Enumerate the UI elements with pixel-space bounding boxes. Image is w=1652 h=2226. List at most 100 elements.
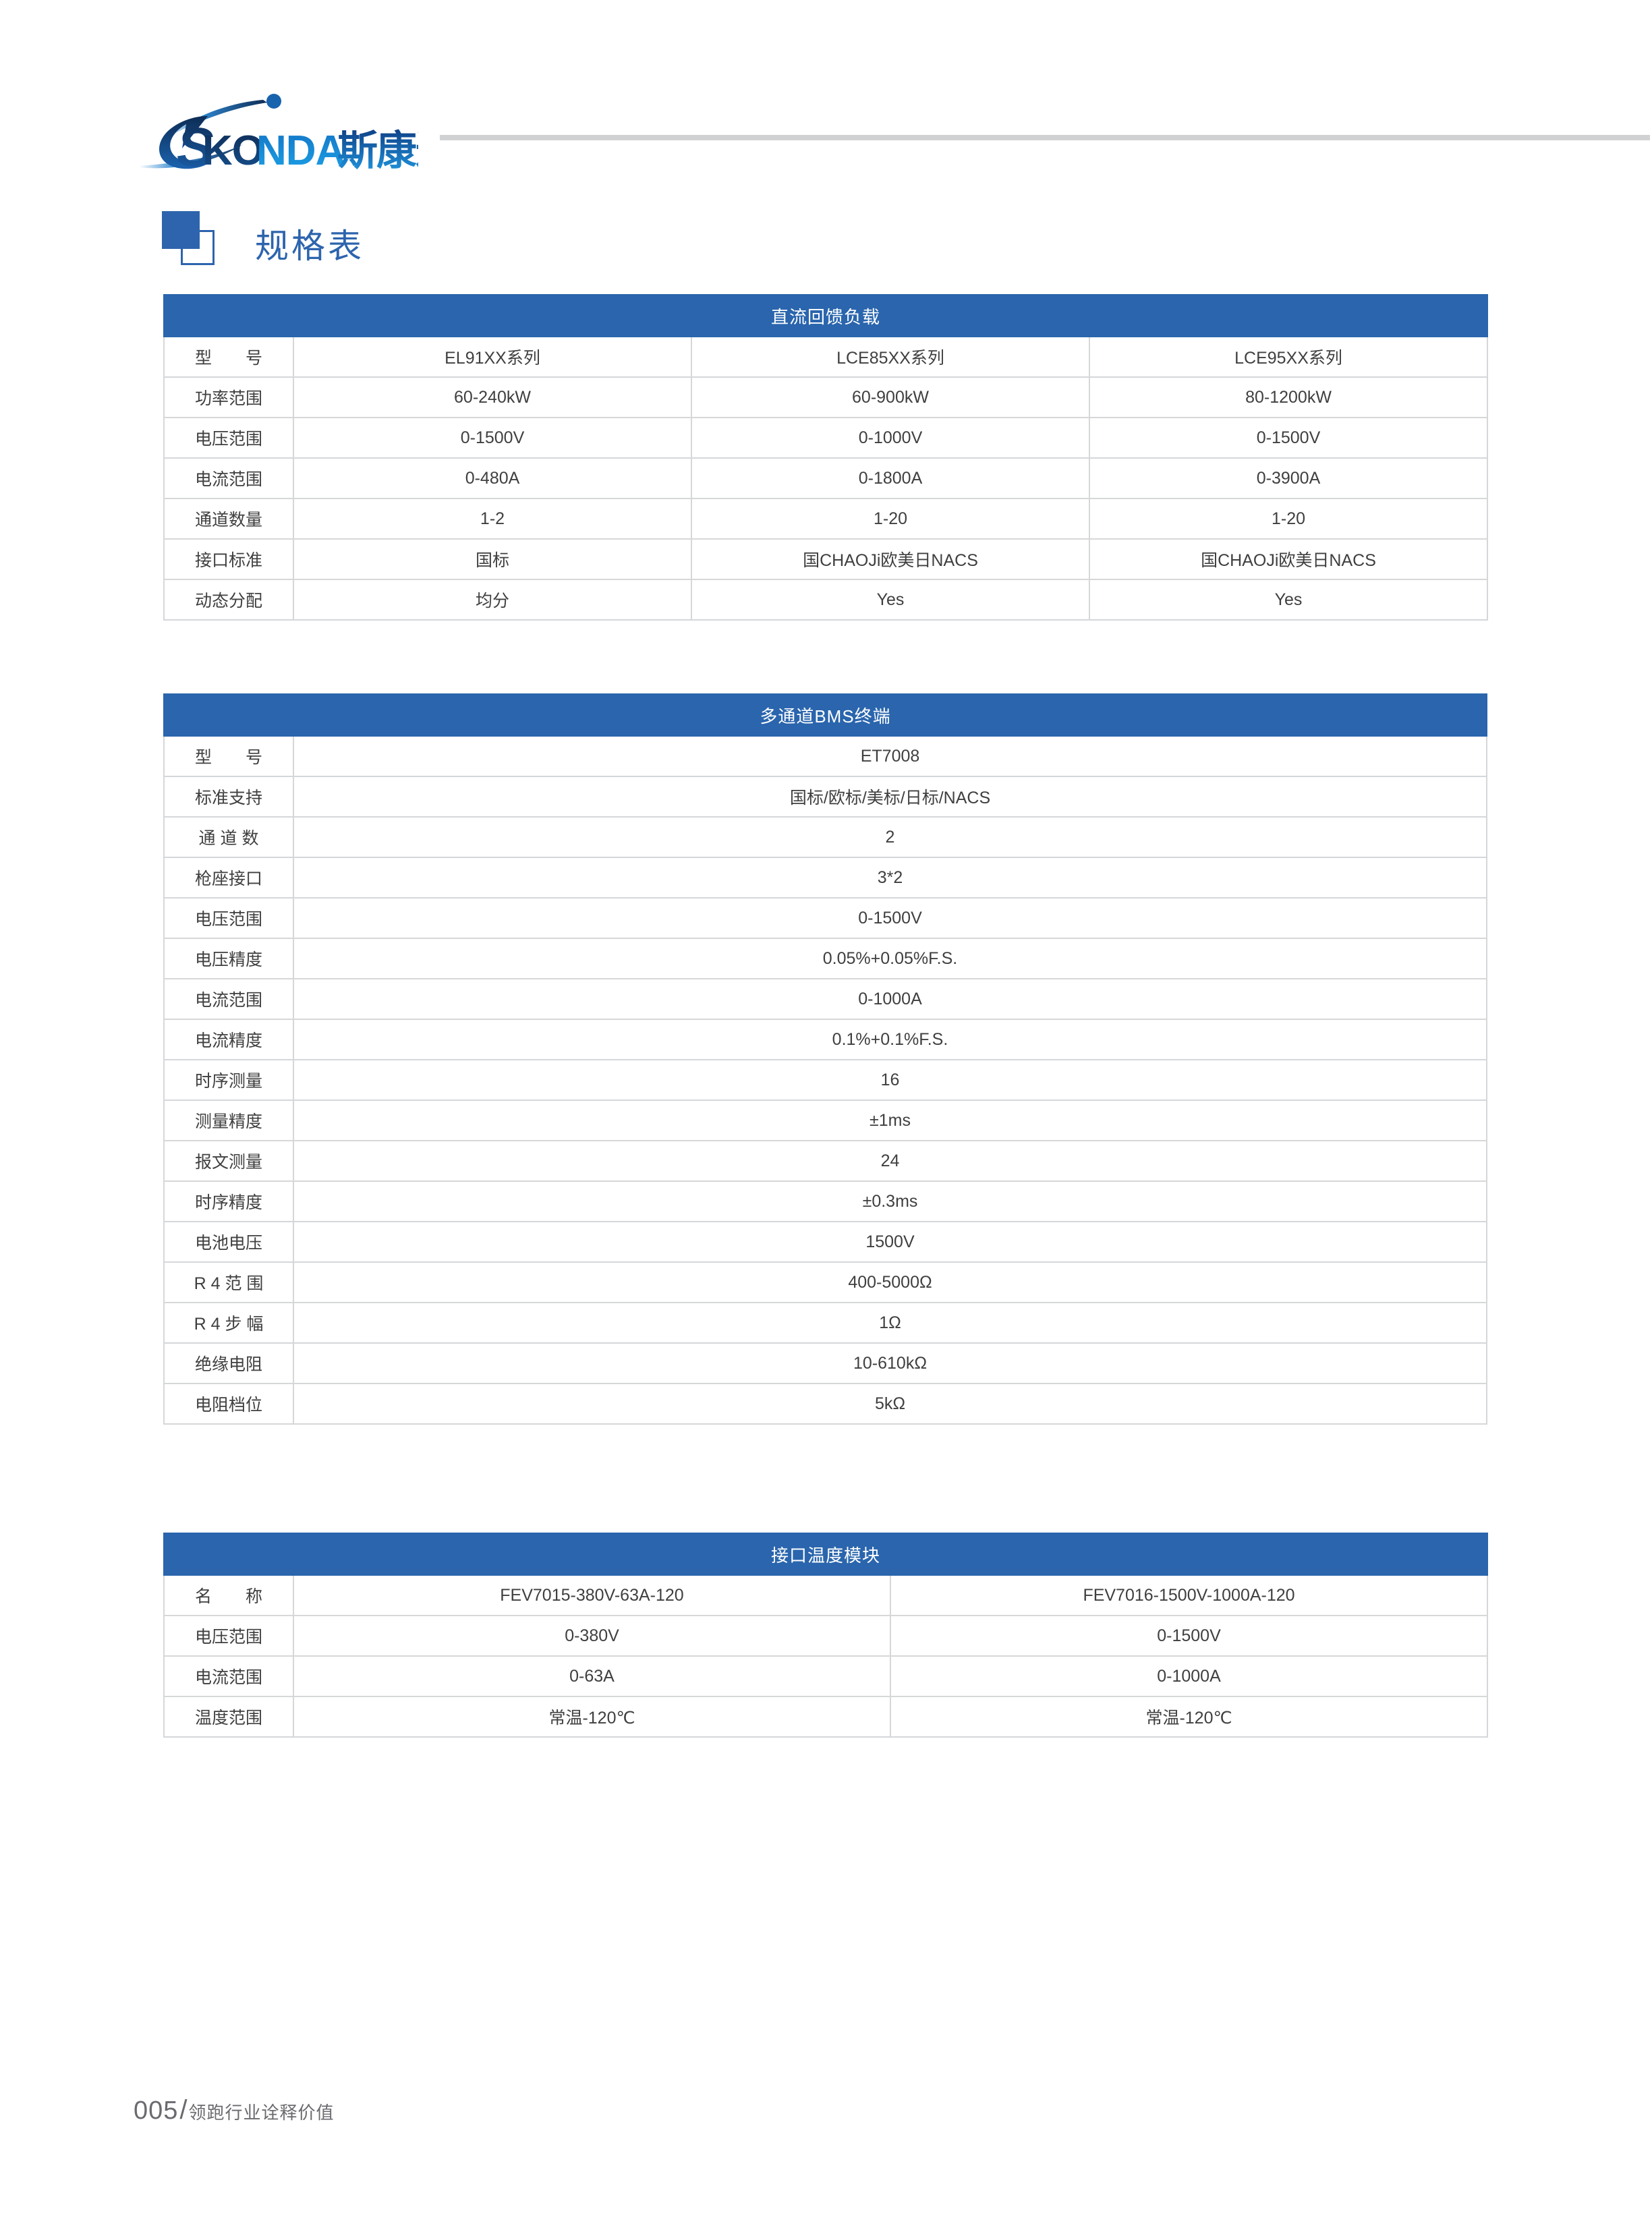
row-label: 电压范围 — [163, 897, 294, 939]
row-value: 0-1500V — [890, 1615, 1488, 1657]
footer-tagline: 领跑行业诠释价值 — [188, 2103, 335, 2123]
row-label: 电流范围 — [163, 1655, 294, 1697]
table-row: 时序测量 16 — [163, 1059, 1487, 1101]
row-value: Yes — [691, 579, 1090, 621]
row-value: LCE85XX系列 — [691, 336, 1090, 378]
row-label: 名 称 — [163, 1574, 294, 1616]
table-row: 电流范围 0-1000A — [163, 978, 1487, 1020]
row-label: 功率范围 — [163, 376, 294, 418]
row-value: 5kΩ — [293, 1383, 1487, 1425]
row-label: R 4 范 围 — [163, 1261, 294, 1303]
row-value: 0-480A — [293, 457, 692, 499]
table-header-row: 多通道BMS终端 — [163, 693, 1487, 737]
row-value: 常温-120℃ — [293, 1696, 891, 1738]
row-label: R 4 步 幅 — [163, 1302, 294, 1344]
row-value: 0-1000V — [691, 417, 1090, 459]
row-label: 时序精度 — [163, 1180, 294, 1222]
row-value: 60-900kW — [691, 376, 1090, 418]
row-value: 常温-120℃ — [890, 1696, 1488, 1738]
row-value: 国CHAOJi欧美日NACS — [691, 538, 1090, 580]
row-value: 1500V — [293, 1221, 1487, 1263]
row-label: 型 号 — [163, 336, 294, 378]
table-row: 电阻档位 5kΩ — [163, 1383, 1487, 1425]
row-value: 国CHAOJi欧美日NACS — [1088, 538, 1489, 580]
svg-text:NDA: NDA — [256, 127, 345, 174]
table-title: 接口温度模块 — [163, 1533, 1488, 1576]
row-label: 绝缘电阻 — [163, 1342, 294, 1384]
table-header-row: 接口温度模块 — [163, 1533, 1488, 1576]
row-value: 0-1500V — [293, 897, 1487, 939]
row-label: 标准支持 — [163, 776, 294, 818]
squares-icon — [162, 211, 227, 281]
table-row: 电压精度 0.05%+0.05%F.S. — [163, 938, 1487, 979]
page-title: 规格表 — [255, 227, 364, 265]
spec-table-dc-regenerative-load: 直流回馈负载 型 号 EL91XX系列 LCE85XX系列 LCE95XX系列 … — [163, 294, 1489, 621]
table-row: 型 号 EL91XX系列 LCE85XX系列 LCE95XX系列 — [163, 336, 1489, 378]
table-row: 电流精度 0.1%+0.1%F.S. — [163, 1019, 1487, 1060]
table-title: 直流回馈负载 — [163, 294, 1489, 337]
row-value: EL91XX系列 — [293, 336, 692, 378]
row-value: LCE95XX系列 — [1088, 336, 1489, 378]
row-value: 60-240kW — [293, 376, 692, 418]
row-value: ±1ms — [293, 1100, 1487, 1141]
spec-table-multichannel-bms-terminal: 多通道BMS终端 型 号 ET7008 标准支持 国标/欧标/美标/日标/NAC… — [163, 693, 1487, 1425]
row-value: 0-1800A — [691, 457, 1090, 499]
row-value: 0-380V — [293, 1615, 891, 1657]
table-row: 电流范围 0-63A 0-1000A — [163, 1655, 1488, 1697]
row-label: 通道数量 — [163, 498, 294, 540]
table-row: 标准支持 国标/欧标/美标/日标/NACS — [163, 776, 1487, 818]
table-row: 通 道 数 2 — [163, 816, 1487, 858]
row-value: 400-5000Ω — [293, 1261, 1487, 1303]
logo-dot — [266, 94, 281, 109]
table-row: 功率范围 60-240kW 60-900kW 80-1200kW — [163, 376, 1489, 418]
table-row: 名 称 FEV7015-380V-63A-120 FEV7016-1500V-1… — [163, 1574, 1488, 1616]
table-row: 电压范围 0-1500V 0-1000V 0-1500V — [163, 417, 1489, 459]
row-label: 电阻档位 — [163, 1383, 294, 1425]
row-value: FEV7016-1500V-1000A-120 — [890, 1574, 1488, 1616]
row-value: 国标 — [293, 538, 692, 580]
table-row: 测量精度 ±1ms — [163, 1100, 1487, 1141]
table-row: 电池电压 1500V — [163, 1221, 1487, 1263]
table-row: 电流范围 0-480A 0-1800A 0-3900A — [163, 457, 1489, 499]
header-divider-rule — [440, 135, 1650, 140]
row-value: ±0.3ms — [293, 1180, 1487, 1222]
row-value: 0-1000A — [293, 978, 1487, 1020]
svg-text:斯康达: 斯康达 — [337, 128, 418, 173]
svg-text:S: S — [177, 117, 214, 178]
row-label: 动态分配 — [163, 579, 294, 621]
table-row: 报文测量 24 — [163, 1140, 1487, 1182]
row-value: 0.05%+0.05%F.S. — [293, 938, 1487, 979]
table-row: 枪座接口 3*2 — [163, 857, 1487, 898]
row-label: 温度范围 — [163, 1696, 294, 1738]
row-value: 均分 — [293, 579, 692, 621]
row-value: ET7008 — [293, 735, 1487, 777]
row-value: 10-610kΩ — [293, 1342, 1487, 1384]
page-header: S KO NDA 斯康达 — [0, 0, 1652, 202]
svg-text:KO: KO — [202, 127, 264, 174]
row-label: 接口标准 — [163, 538, 294, 580]
table-row: 通道数量 1-2 1-20 1-20 — [163, 498, 1489, 540]
table-row: 型 号 ET7008 — [163, 735, 1487, 777]
row-label: 报文测量 — [163, 1140, 294, 1182]
table-row: 接口标准 国标 国CHAOJi欧美日NACS 国CHAOJi欧美日NACS — [163, 538, 1489, 580]
footer-separator: / — [179, 2095, 188, 2125]
row-value: 80-1200kW — [1088, 376, 1489, 418]
table-row: 电压范围 0-380V 0-1500V — [163, 1615, 1488, 1657]
row-value: 16 — [293, 1059, 1487, 1101]
table-row: R 4 步 幅 1Ω — [163, 1302, 1487, 1344]
table-row: R 4 范 围 400-5000Ω — [163, 1261, 1487, 1303]
row-label: 电流精度 — [163, 1019, 294, 1060]
row-value: 0-1000A — [890, 1655, 1488, 1697]
row-label: 电压范围 — [163, 417, 294, 459]
row-value: 3*2 — [293, 857, 1487, 898]
row-label: 电流范围 — [163, 978, 294, 1020]
row-value: 国标/欧标/美标/日标/NACS — [293, 776, 1487, 818]
row-label: 测量精度 — [163, 1100, 294, 1141]
row-value: 1-20 — [1088, 498, 1489, 540]
page-footer: 005 / 领跑行业诠释价值 — [134, 2095, 335, 2125]
section-title: 规格表 — [162, 209, 364, 283]
row-label: 电压精度 — [163, 938, 294, 979]
skonda-logo: S KO NDA 斯康达 — [135, 86, 418, 181]
row-value: 2 — [293, 816, 1487, 858]
spec-table-interface-temperature-module: 接口温度模块 名 称 FEV7015-380V-63A-120 FEV7016-… — [163, 1533, 1488, 1738]
